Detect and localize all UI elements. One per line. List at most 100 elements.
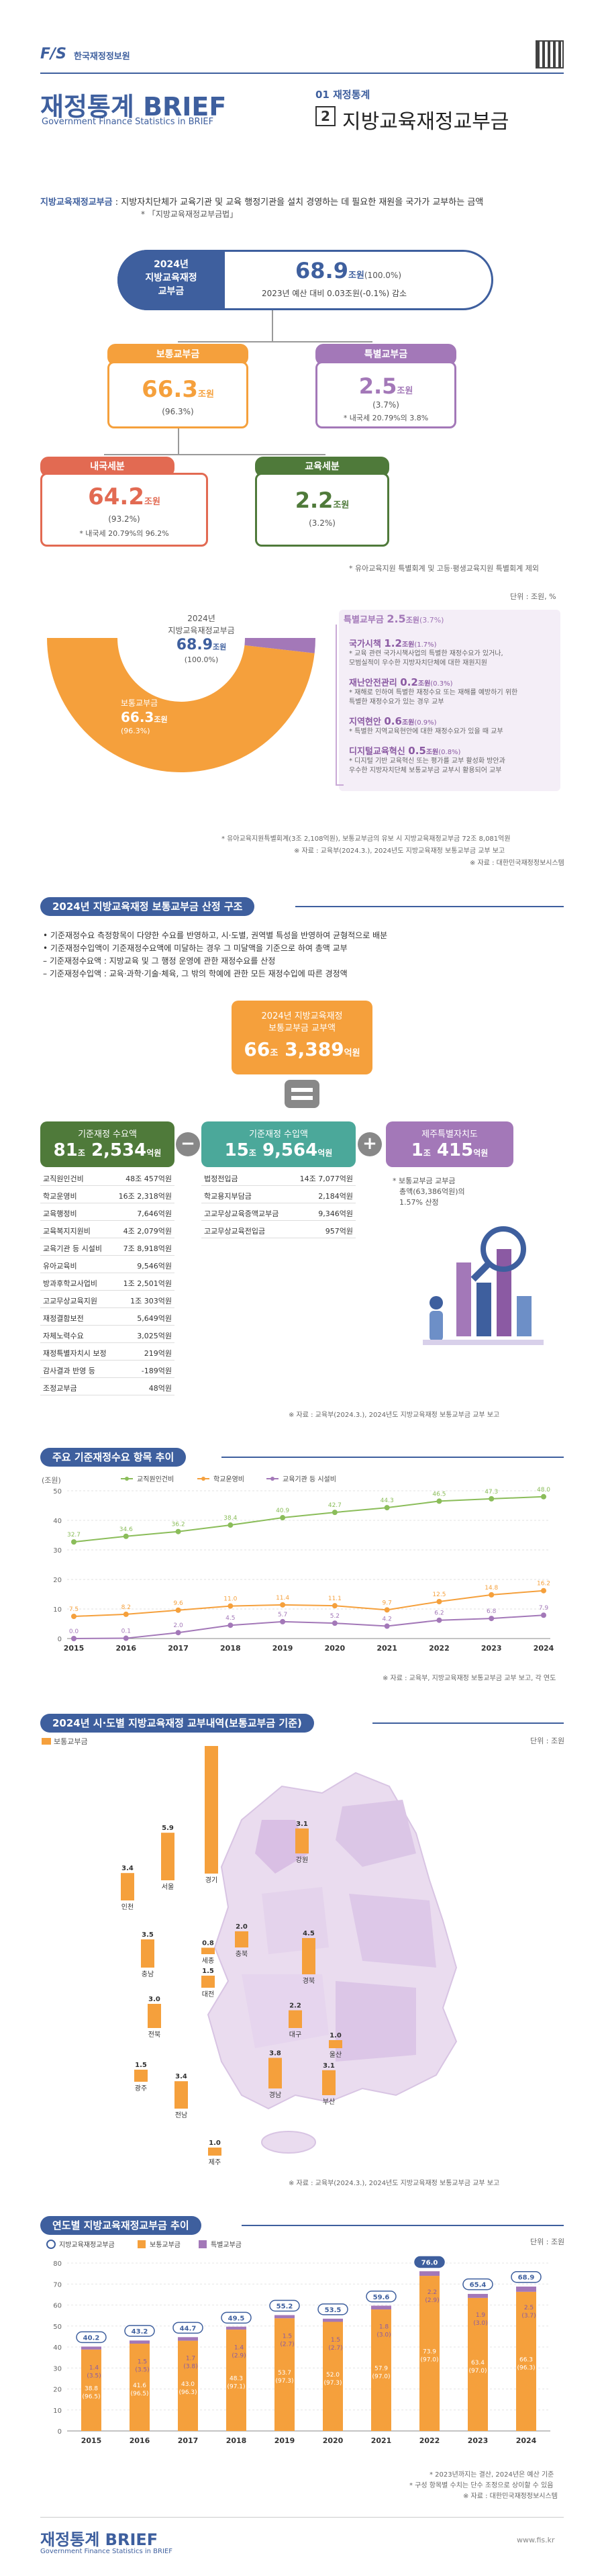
item-unit: 조원 <box>425 749 439 756</box>
row-label: 학교운영비 <box>43 1192 77 1201</box>
data-point <box>436 1498 442 1504</box>
bar-general <box>371 2309 391 2431</box>
domestic-value-num: 64.2 <box>88 484 144 510</box>
total-label: 53.5 <box>325 2307 342 2314</box>
bar-general <box>178 2340 198 2431</box>
bar-special <box>323 2318 343 2322</box>
row-label: 교육복지지원비 <box>43 1227 91 1236</box>
section4-line <box>372 1722 564 1724</box>
bar-special-label: 1.4 <box>89 2364 99 2371</box>
y-tick-label: 40 <box>53 1518 62 1525</box>
allocation-u1: 조 <box>270 1048 279 1058</box>
data-label: 6.2 <box>434 1610 444 1617</box>
row-value: 7조 8,918억원 <box>123 1244 172 1253</box>
data-point <box>175 1630 181 1636</box>
special-value: 2.5조원 <box>315 373 456 399</box>
data-point <box>175 1607 181 1613</box>
data-label: 16.2 <box>537 1581 550 1588</box>
data-point <box>332 1620 338 1626</box>
donut-chart <box>46 598 315 772</box>
data-label: 40.9 <box>276 1508 289 1514</box>
table-row: 학교운영비 16조 2,318억원 <box>40 1186 174 1203</box>
s4-source: ※ 자료 : 교육부(2024.3.), 2024년도 지방교육재정 보통교부금… <box>289 2180 500 2187</box>
legend-marker <box>46 2240 56 2249</box>
total-badge <box>221 2311 252 2324</box>
total-label: 2024년 지방교육재정 교부금 <box>145 259 197 297</box>
income-v2: 9,564 <box>262 1140 318 1160</box>
bar-special-pct: (3.0) <box>376 2332 391 2338</box>
table-row: 방과후학교사업비 1조 2,501억원 <box>40 1273 174 1291</box>
brand-title: 재정통계 BRIEF <box>40 92 227 122</box>
region-name-label: 전남 <box>175 2111 187 2119</box>
region-value-label: 3.0 <box>148 1996 160 2003</box>
donut-center-num: 68.9 <box>176 637 213 653</box>
region-shape <box>242 1974 329 2048</box>
total-label: 55.2 <box>276 2303 293 2311</box>
section5-line <box>242 2225 564 2226</box>
bar-general <box>81 2349 101 2431</box>
item-name: 지역현안 <box>349 717 381 727</box>
section4-title: 2024년 시·도별 지방교육재정 교부내역(보통교부금 기준) <box>40 1714 314 1733</box>
bar-special-pct: (3.0) <box>473 2320 487 2327</box>
item-value: 0.6 <box>384 715 402 727</box>
edutax-value: 2.2조원 <box>255 488 389 513</box>
bar-special <box>516 2287 536 2292</box>
bar-special <box>226 2326 246 2330</box>
region-name-label: 인천 <box>121 1903 134 1911</box>
donut-center-pct: (100.0%) <box>184 655 219 664</box>
data-point <box>280 1618 286 1624</box>
region-bar <box>329 2040 342 2048</box>
general-value: 66.3조원 <box>107 376 248 403</box>
data-label: 36.2 <box>172 1522 185 1528</box>
bar-general-label: 57.9 <box>374 2366 388 2373</box>
general-value-unit: 조원 <box>197 389 214 400</box>
table-row: 고교무상교육지원 1조 303억원 <box>40 1291 174 1308</box>
total-label: 49.5 <box>228 2315 245 2322</box>
special-value-unit: 조원 <box>397 386 413 396</box>
stacked-bar-chart: 0 10 20 30 40 50 60 70 80 지방교육재정교부금 보통교부금 특별교부금 38.8… <box>46 2240 550 2445</box>
bar-special-label: 1.8 <box>379 2324 389 2330</box>
item-unit: 조원 <box>417 680 431 688</box>
donut-general-unit: 조원 <box>154 715 168 724</box>
s2-bullet: – 기준재정수요액 : 지방교육 및 그 행정 운영에 관한 재정수요를 산정 <box>43 956 276 966</box>
region-bar <box>201 1947 215 1954</box>
issue-label: 01 재정통계 <box>315 89 370 101</box>
item-desc: * 디지털 기반 교육혁신 또는 평가를 교부 활성화 방안과 우수한 지방자치… <box>349 757 505 774</box>
item-pct: (0.3%) <box>430 680 453 688</box>
magnifier-handle <box>470 1261 491 1282</box>
data-label: 4.2 <box>383 1616 392 1623</box>
total-value: 68.9조원(100.0%) <box>295 258 401 283</box>
breakdown-bracket <box>336 625 344 786</box>
brand-subtitle: Government Finance Statistics in BRIEF <box>42 117 214 127</box>
region-name-label: 충북 <box>236 1950 248 1958</box>
bar-general-pct: (97.0) <box>468 2368 487 2375</box>
bar-general-pct: (96.3) <box>517 2364 535 2371</box>
region-name-label: 충남 <box>142 1970 154 1978</box>
data-point <box>71 1614 77 1619</box>
topic-title: 지방교육재정교부금 <box>342 110 509 134</box>
bar-special-pct: (3.8) <box>183 2363 197 2370</box>
general-box <box>107 361 248 428</box>
x-tick-label: 2019 <box>274 2436 295 2445</box>
region-bar <box>268 2058 282 2088</box>
region-value-label: 1.0 <box>209 2140 221 2147</box>
x-tick-label: 2015 <box>81 2436 102 2445</box>
data-point <box>332 1603 338 1609</box>
bar-general-label: 41.6 <box>133 2383 146 2389</box>
analysis-illustration <box>423 1226 544 1345</box>
income-header <box>201 1121 356 1167</box>
total-badge <box>172 2321 203 2334</box>
footer-url[interactable]: www.fis.kr <box>517 2536 555 2544</box>
x-tick-label: 2016 <box>130 2436 150 2445</box>
item-name: 국가시책 <box>349 639 381 649</box>
row-label: 교육기관 등 시설비 <box>43 1244 102 1253</box>
row-value: 9,346억원 <box>318 1209 353 1218</box>
qr-code[interactable] <box>536 40 564 68</box>
data-point <box>489 1616 495 1622</box>
x-tick-label: 2021 <box>376 1644 397 1653</box>
x-tick-label: 2022 <box>419 2436 440 2445</box>
x-tick-label: 2018 <box>220 1644 241 1653</box>
data-label: 9.7 <box>383 1600 392 1606</box>
special-note: * 내국세 20.79%의 3.8% <box>343 414 429 422</box>
data-point <box>123 1635 129 1641</box>
